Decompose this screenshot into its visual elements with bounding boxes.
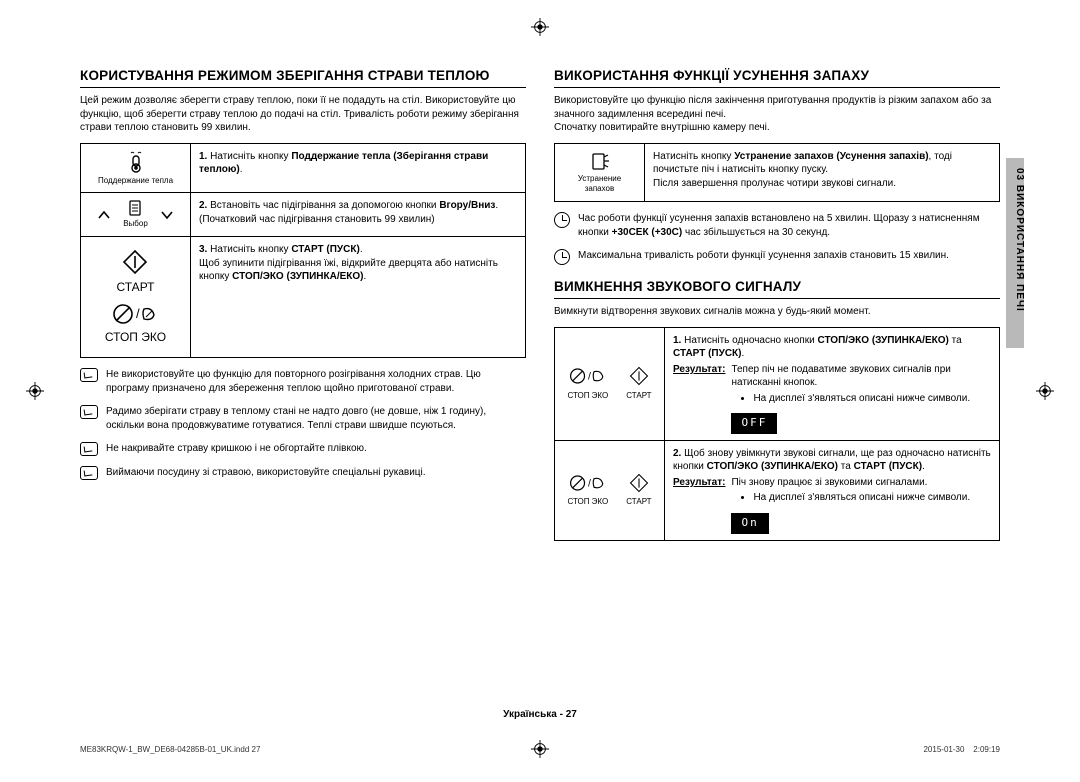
start-icon — [629, 366, 649, 386]
note-4: Виймаючи посудину зі стравою, використов… — [80, 466, 526, 480]
right-column: ВИКОРИСТАННЯ ФУНКЦІЇ УСУНЕННЯ ЗАПАХУ Вик… — [554, 68, 1000, 551]
select-icon — [127, 199, 143, 217]
heading-deodorize: ВИКОРИСТАННЯ ФУНКЦІЇ УСУНЕННЯ ЗАПАХУ — [554, 68, 1000, 83]
rule — [554, 298, 1000, 299]
svg-text:/: / — [588, 478, 591, 489]
heading-keep-warm: КОРИСТУВАННЯ РЕЖИМОМ ЗБЕРІГАННЯ СТРАВИ Т… — [80, 68, 526, 83]
icon-label-select: Выбор — [123, 219, 148, 230]
step1-num: 1. — [199, 151, 207, 162]
step-2: 2. Встановіть час підігрівання за допомо… — [191, 193, 526, 237]
note-1: Не використовуйте цю функцію для повторн… — [80, 368, 526, 395]
start-label: СТАРТ — [626, 497, 651, 508]
clock-icon — [554, 249, 570, 265]
start-label: СТАРТ — [626, 391, 651, 402]
stop-eco-icon: / — [568, 366, 608, 386]
icon-cell-2: Выбор — [81, 193, 191, 237]
icon-label-start: СТАРТ — [116, 279, 154, 295]
svg-text:/: / — [136, 306, 140, 321]
down-icon — [160, 208, 174, 222]
sound-step-2: 2. Щоб знову увімкнути звукові сигнали, … — [665, 440, 1000, 540]
svg-text:/: / — [588, 372, 591, 383]
stop-label: СТОП ЭКО — [567, 497, 608, 508]
stop-eco-icon: / — [568, 473, 608, 493]
display-off: OFF — [731, 413, 777, 434]
crop-mark-bottom — [531, 740, 549, 758]
sound-icons-1: / СТОП ЭКО СТАРТ — [555, 327, 665, 440]
left-column: КОРИСТУВАННЯ РЕЖИМОМ ЗБЕРІГАННЯ СТРАВИ Т… — [80, 68, 526, 551]
deo-icon-cell: Устранение запахов — [555, 143, 645, 202]
note-icon — [80, 368, 98, 382]
display-on: On — [731, 513, 768, 534]
icon-cell-3: СТАРТ / СТОП ЭКО — [81, 237, 191, 358]
sound-step-1: 1. Натисніть одночасно кнопки СТОП/ЭКО (… — [665, 327, 1000, 440]
keep-warm-icon — [124, 150, 148, 174]
clock-note-1: Час роботи функції усунення запахів вста… — [554, 212, 1000, 239]
intro-keep-warm: Цей режим дозволяє зберегти страву тепло… — [80, 94, 526, 135]
intro-deodorize: Використовуйте цю функцію після закінчен… — [554, 94, 1000, 135]
intro-sound: Вимкнути відтворення звукових сигналів м… — [554, 305, 1000, 319]
result-label: Результат: — [673, 476, 725, 534]
clock-icon — [554, 212, 570, 228]
rule — [554, 87, 1000, 88]
sound-table: / СТОП ЭКО СТАРТ 1. Натисніть одночасно … — [554, 327, 1000, 541]
page-footer: Українська - 27 — [0, 709, 1080, 720]
note-3: Не накривайте страву кришкою і не обгорт… — [80, 442, 526, 456]
sound-icons-2: / СТОП ЭКО СТАРТ — [555, 440, 665, 540]
icon-label-stop-eco: СТОП ЭКО — [105, 329, 166, 345]
note-icon — [80, 405, 98, 419]
rule — [80, 87, 526, 88]
note-icon — [80, 466, 98, 480]
start-icon — [122, 249, 148, 275]
stop-eco-icon: / — [112, 303, 158, 325]
result-label: Результат: — [673, 363, 725, 434]
start-icon — [629, 473, 649, 493]
deodorize-table: Устранение запахов Натисніть кнопку Устр… — [554, 143, 1000, 203]
icon-label-keep-warm: Поддержание тепла — [98, 176, 173, 187]
heading-sound-off: ВИМКНЕННЯ ЗВУКОВОГО СИГНАЛУ — [554, 279, 1000, 294]
step2-num: 2. — [199, 200, 207, 211]
print-timestamp: 2015-01-30 2:09:19 — [923, 745, 1000, 754]
deodorize-icon — [589, 150, 611, 172]
clock-note-2: Максимальна тривалість роботи функції ус… — [554, 249, 1000, 265]
print-filename: ME83KRQW-1_BW_DE68-04285B-01_UK.indd 27 — [80, 745, 260, 754]
deo-step: Натисніть кнопку Устранение запахов (Усу… — [645, 143, 1000, 202]
step-3: 3. Натисніть кнопку СТАРТ (ПУСК). Щоб зу… — [191, 237, 526, 358]
deo-icon-label: Устранение запахов — [563, 174, 636, 196]
up-icon — [97, 208, 111, 222]
note-2: Радимо зберігати страву в теплому стані … — [80, 405, 526, 432]
step3-num: 3. — [199, 244, 207, 255]
steps-table-keep-warm: Поддержание тепла 1. Натисніть кнопку По… — [80, 143, 526, 359]
icon-cell-1: Поддержание тепла — [81, 143, 191, 193]
note-icon — [80, 442, 98, 456]
stop-label: СТОП ЭКО — [567, 391, 608, 402]
step-1: 1. Натисніть кнопку Поддержание тепла (З… — [191, 143, 526, 193]
